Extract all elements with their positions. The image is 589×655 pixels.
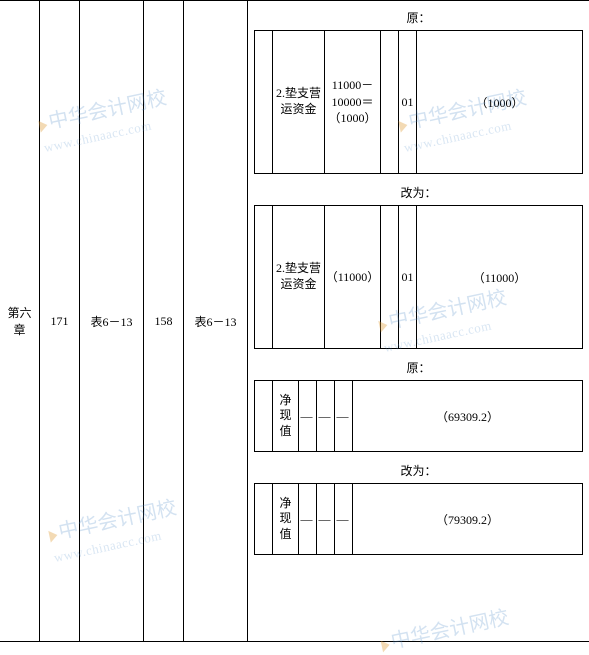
col-ref-b: 表6－13 bbox=[184, 1, 248, 641]
t3-d1-t: — bbox=[301, 409, 315, 424]
t4-d2-t: — bbox=[319, 512, 333, 527]
t3-head-text: 净现值 bbox=[280, 393, 292, 440]
t3-d1: — bbox=[299, 381, 317, 451]
col-content: 原： 2.垫支营运资金 11000－10000＝（1000） 01 （1000）… bbox=[248, 1, 589, 641]
t1-mid: 01 bbox=[399, 31, 417, 173]
t3-last-text: （69309.2） bbox=[436, 408, 499, 425]
t1-math-text: 11000－10000＝（1000） bbox=[327, 77, 378, 127]
t2-pad1 bbox=[255, 206, 273, 348]
page-a-text: 171 bbox=[51, 314, 69, 329]
t2-math-text: （11000） bbox=[326, 269, 380, 286]
t3-last: （69309.2） bbox=[353, 381, 582, 451]
t2-pad2 bbox=[381, 206, 399, 348]
col-ref-a: 表6－13 bbox=[80, 1, 144, 641]
label-changed-1: 改为： bbox=[254, 184, 583, 201]
t3-d3-t: — bbox=[337, 409, 351, 424]
chapter-text: 第六章 bbox=[2, 304, 37, 338]
t2-math: （11000） bbox=[325, 206, 381, 348]
table-changed-1: 2.垫支营运资金 （11000） 01 （11000） bbox=[254, 205, 583, 349]
t4-pad1 bbox=[255, 484, 273, 554]
table-original-2: 净现值 — — — （69309.2） bbox=[254, 380, 583, 452]
t2-mid-text: 01 bbox=[402, 270, 414, 285]
t4-d3: — bbox=[335, 484, 353, 554]
page-b-text: 158 bbox=[155, 314, 173, 329]
t3-pad1 bbox=[255, 381, 273, 451]
t3-d3: — bbox=[335, 381, 353, 451]
label-original-2: 原： bbox=[254, 359, 583, 376]
t4-d1-t: — bbox=[301, 512, 315, 527]
t4-d3-t: — bbox=[337, 512, 351, 527]
col-page-b: 158 bbox=[144, 1, 184, 641]
t2-last: （11000） bbox=[417, 206, 582, 348]
t2-head: 2.垫支营运资金 bbox=[273, 206, 325, 348]
table-original-1: 2.垫支营运资金 11000－10000＝（1000） 01 （1000） bbox=[254, 30, 583, 174]
ref-a-text: 表6－13 bbox=[90, 313, 132, 330]
label-changed-2: 改为： bbox=[254, 462, 583, 479]
col-chapter: 第六章 bbox=[0, 1, 40, 641]
t1-pad1 bbox=[255, 31, 273, 173]
t2-mid: 01 bbox=[399, 206, 417, 348]
t2-last-text: （11000） bbox=[473, 269, 527, 286]
col-page-a: 171 bbox=[40, 1, 80, 641]
t1-mid-text: 01 bbox=[402, 95, 414, 110]
t3-d2: — bbox=[317, 381, 335, 451]
t1-head: 2.垫支营运资金 bbox=[273, 31, 325, 173]
t3-d2-t: — bbox=[319, 409, 333, 424]
label-original-1: 原： bbox=[254, 9, 583, 26]
t1-last: （1000） bbox=[417, 31, 582, 173]
t4-d1: — bbox=[299, 484, 317, 554]
t1-pad2 bbox=[381, 31, 399, 173]
t3-head: 净现值 bbox=[273, 381, 299, 451]
t1-math: 11000－10000＝（1000） bbox=[325, 31, 381, 173]
t1-head-text: 2.垫支营运资金 bbox=[275, 86, 322, 117]
content-inner: 原： 2.垫支营运资金 11000－10000＝（1000） 01 （1000）… bbox=[248, 1, 589, 641]
t4-last: （79309.2） bbox=[353, 484, 582, 554]
t4-head-text: 净现值 bbox=[280, 496, 292, 543]
t4-head: 净现值 bbox=[273, 484, 299, 554]
t2-head-text: 2.垫支营运资金 bbox=[275, 261, 322, 292]
t4-d2: — bbox=[317, 484, 335, 554]
main-table: 第六章 171 表6－13 158 表6－13 原： 2.垫支营运资金 1100… bbox=[0, 0, 589, 642]
table-changed-2: 净现值 — — — （79309.2） bbox=[254, 483, 583, 555]
t1-last-text: （1000） bbox=[475, 94, 523, 111]
t4-last-text: （79309.2） bbox=[436, 511, 499, 528]
ref-b-text: 表6－13 bbox=[194, 313, 236, 330]
